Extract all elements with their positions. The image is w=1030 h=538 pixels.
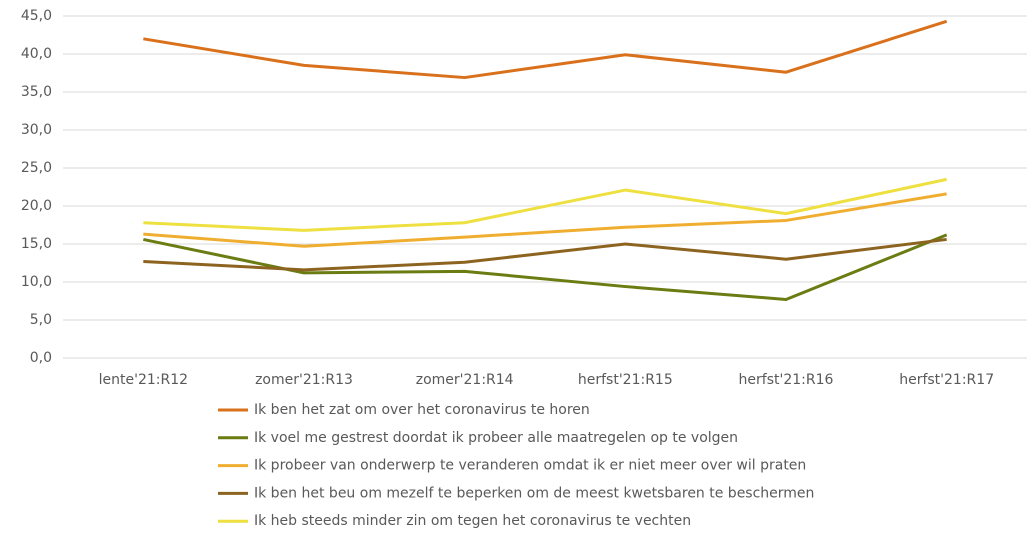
line-series — [143, 192, 947, 248]
line-series — [143, 237, 947, 272]
x-tick-label: zomer'21:R13 — [255, 372, 353, 388]
legend-label: Ik heb steeds minder zin om tegen het co… — [254, 513, 691, 529]
y-tick-label: 0,0 — [30, 350, 52, 366]
x-tick-label: herfst'21:R17 — [899, 372, 994, 388]
x-tick-label: herfst'21:R16 — [739, 372, 834, 388]
y-tick-label: 10,0 — [21, 274, 52, 290]
y-tick-label: 45,0 — [21, 8, 52, 24]
y-tick-label: 15,0 — [21, 236, 52, 252]
legend-label: Ik probeer van onderwerp te veranderen o… — [254, 458, 806, 474]
line-series — [143, 177, 947, 232]
x-tick-label: lente'21:R12 — [99, 372, 188, 388]
y-tick-label: 40,0 — [21, 46, 52, 62]
x-tick-label: zomer'21:R14 — [416, 372, 514, 388]
y-tick-label: 5,0 — [30, 312, 52, 328]
x-tick-label: herfst'21:R15 — [578, 372, 673, 388]
y-tick-label: 25,0 — [21, 160, 52, 176]
y-tick-label: 20,0 — [21, 198, 52, 214]
legend-label: Ik ben het zat om over het coronavirus t… — [254, 402, 590, 418]
legend-label: Ik ben het beu om mezelf te beperken om … — [254, 485, 814, 501]
y-tick-label: 35,0 — [21, 84, 52, 100]
line-series — [143, 19, 948, 80]
y-tick-label: 30,0 — [21, 122, 52, 138]
legend-label: Ik voel me gestrest doordat ik probeer a… — [254, 430, 738, 446]
